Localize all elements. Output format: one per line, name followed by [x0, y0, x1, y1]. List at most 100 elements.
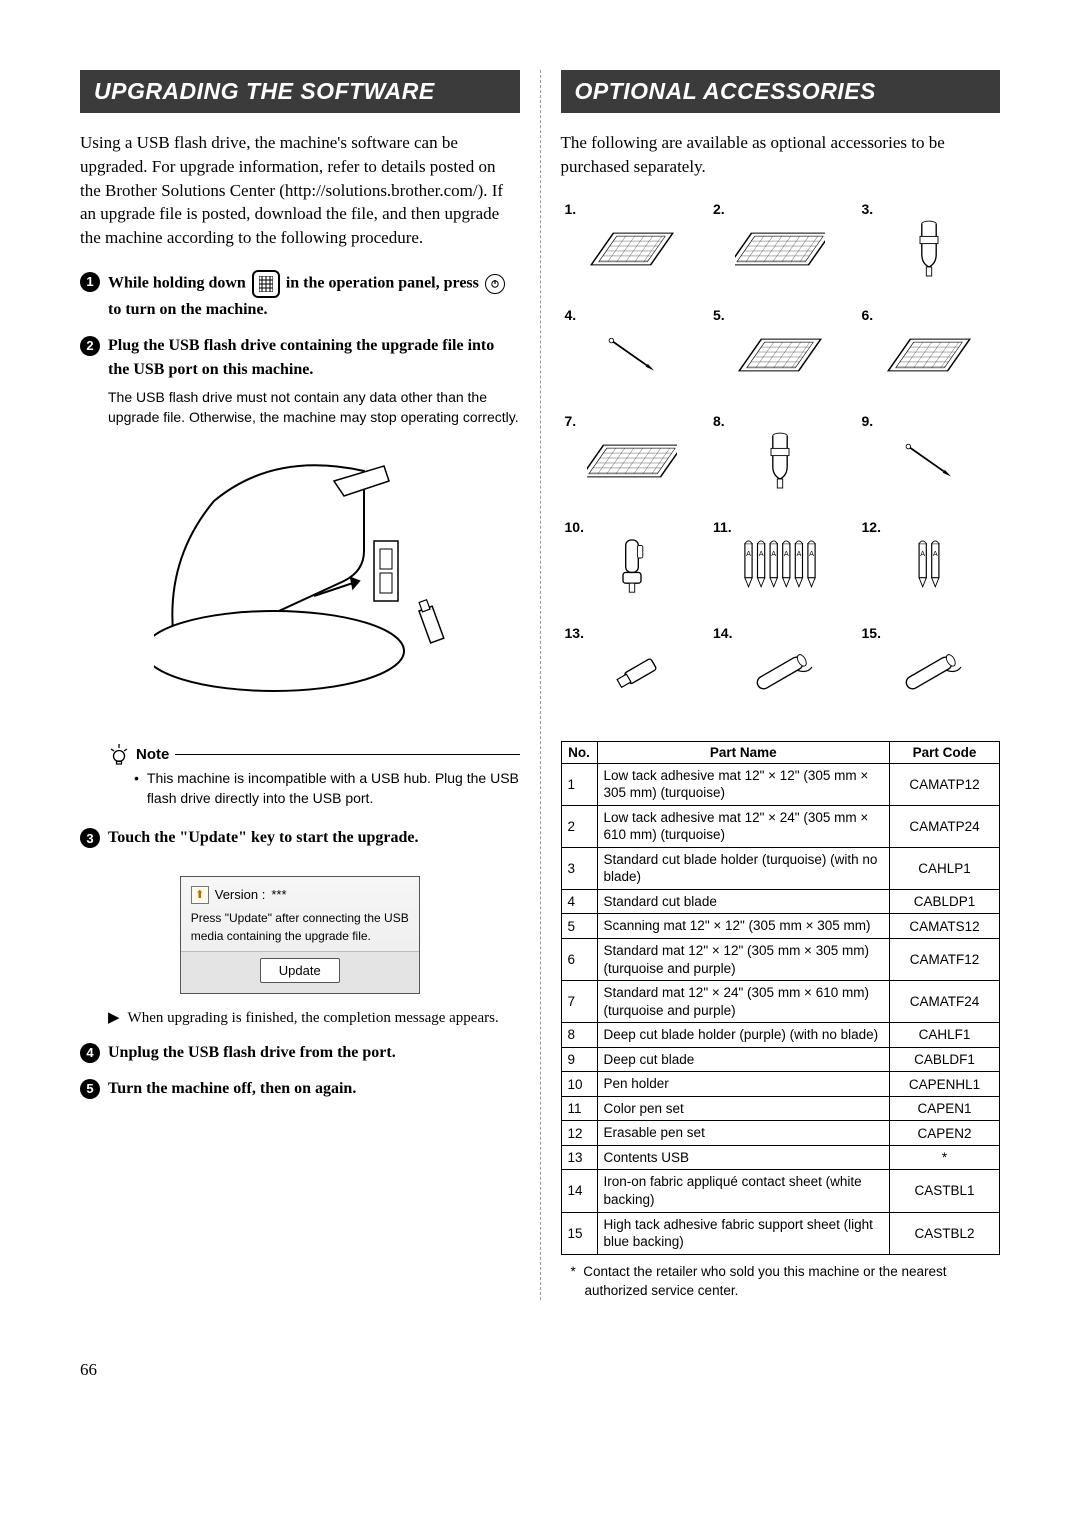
accessory-cell: 11.AAAAAA [709, 517, 852, 617]
table-row: 5Scanning mat 12" × 12" (305 mm × 305 mm… [561, 914, 1000, 939]
step-4-text: Unplug the USB flash drive from the port… [108, 1041, 520, 1065]
table-row: 2Low tack adhesive mat 12" × 24" (305 mm… [561, 805, 1000, 847]
screen-instruction: Press "Update" after connecting the USB … [191, 909, 409, 945]
upgrading-intro: Using a USB flash drive, the machine's s… [80, 131, 520, 250]
table-footnote: * Contact the retailer who sold you this… [561, 1263, 1001, 1301]
accessories-header: OPTIONAL ACCESSORIES [561, 70, 1001, 113]
cell-code: CAHLP1 [890, 847, 1000, 889]
accessories-intro: The following are available as optional … [561, 131, 1001, 179]
cell-name: Scanning mat 12" × 12" (305 mm × 305 mm) [597, 914, 890, 939]
upgrading-header: UPGRADING THE SOFTWARE [80, 70, 520, 113]
accessory-number: 1. [565, 201, 577, 217]
cell-code: * [890, 1145, 1000, 1170]
cell-code: CABLDP1 [890, 889, 1000, 914]
step-number-4: 4 [80, 1043, 100, 1063]
cell-name: Standard cut blade holder (turquoise) (w… [597, 847, 890, 889]
accessory-cell: 5. [709, 305, 852, 405]
step-1-text: While holding down in the operation pane… [108, 270, 520, 322]
cell-code: CASTBL1 [890, 1170, 1000, 1212]
step-number-2: 2 [80, 336, 100, 356]
table-row: 6Standard mat 12" × 12" (305 mm × 305 mm… [561, 938, 1000, 980]
screen-version-value: *** [271, 885, 286, 905]
table-row: 13Contents USB* [561, 1145, 1000, 1170]
machine-illustration [108, 441, 520, 721]
cell-name: Low tack adhesive mat 12" × 24" (305 mm … [597, 805, 890, 847]
table-row: 14Iron-on fabric appliqué contact sheet … [561, 1170, 1000, 1212]
cell-name: Pen holder [597, 1072, 890, 1097]
accessory-number: 11. [713, 519, 732, 535]
svg-text:A: A [933, 549, 938, 558]
page-number: 66 [80, 1360, 1000, 1380]
step-2-text: Plug the USB flash drive containing the … [108, 334, 520, 382]
screen-version-row: ⬆ Version : *** [191, 885, 409, 905]
step-number-1: 1 [80, 272, 100, 292]
step-4: 4 Unplug the USB flash drive from the po… [80, 1041, 520, 1065]
screen-version-label: Version : [215, 885, 266, 905]
col-name: Part Name [597, 741, 890, 763]
step-2-subnote: The USB flash drive must not contain any… [108, 388, 520, 427]
accessory-number: 6. [862, 307, 874, 323]
table-row: 15High tack adhesive fabric support shee… [561, 1212, 1000, 1254]
step-1: 1 While holding down in the operation pa… [80, 270, 520, 322]
svg-text:A: A [759, 549, 764, 558]
update-screen: ⬆ Version : *** Press "Update" after con… [180, 876, 420, 994]
note-text: This machine is incompatible with a USB … [147, 769, 520, 808]
cell-no: 5 [561, 914, 597, 939]
table-row: 12Erasable pen setCAPEN2 [561, 1121, 1000, 1146]
cell-name: Standard mat 12" × 12" (305 mm × 305 mm)… [597, 938, 890, 980]
accessory-cell: 13. [561, 623, 704, 723]
update-button[interactable]: Update [260, 958, 340, 983]
table-row: 8Deep cut blade holder (purple) (with no… [561, 1023, 1000, 1048]
cell-no: 13 [561, 1145, 597, 1170]
table-row: 11Color pen setCAPEN1 [561, 1096, 1000, 1121]
cell-code: CAMATP24 [890, 805, 1000, 847]
footnote-text: Contact the retailer who sold you this m… [583, 1264, 946, 1298]
cell-code: CAPEN1 [890, 1096, 1000, 1121]
cell-code: CAMATF24 [890, 981, 1000, 1023]
table-row: 4Standard cut bladeCABLDP1 [561, 889, 1000, 914]
accessory-number: 13. [565, 625, 584, 641]
table-row: 7Standard mat 12" × 24" (305 mm × 610 mm… [561, 981, 1000, 1023]
cell-no: 4 [561, 889, 597, 914]
parts-table: No. Part Name Part Code 1Low tack adhesi… [561, 741, 1001, 1255]
svg-text:A: A [920, 549, 925, 558]
cell-no: 12 [561, 1121, 597, 1146]
cell-name: Deep cut blade [597, 1047, 890, 1072]
completion-text: When upgrading is finished, the completi… [128, 1008, 499, 1029]
cell-code: CAPENHL1 [890, 1072, 1000, 1097]
cell-no: 6 [561, 938, 597, 980]
power-button-icon [485, 274, 505, 294]
col-no: No. [561, 741, 597, 763]
step-5: 5 Turn the machine off, then on again. [80, 1077, 520, 1101]
accessory-cell: 4. [561, 305, 704, 405]
cell-name: Erasable pen set [597, 1121, 890, 1146]
note-box: Note • This machine is incompatible with… [108, 743, 520, 808]
page-columns: UPGRADING THE SOFTWARE Using a USB flash… [80, 70, 1000, 1300]
cell-code: CAMATF12 [890, 938, 1000, 980]
svg-text:A: A [772, 549, 777, 558]
right-column: OPTIONAL ACCESSORIES The following are a… [561, 70, 1001, 1300]
cell-code: CASTBL2 [890, 1212, 1000, 1254]
cell-name: Contents USB [597, 1145, 890, 1170]
table-row: 10Pen holderCAPENHL1 [561, 1072, 1000, 1097]
triangle-bullet-icon: ▶ [108, 1008, 120, 1029]
cell-code: CAHLF1 [890, 1023, 1000, 1048]
col-code: Part Code [890, 741, 1000, 763]
svg-text:A: A [784, 549, 789, 558]
cell-name: Standard mat 12" × 24" (305 mm × 610 mm)… [597, 981, 890, 1023]
cell-no: 9 [561, 1047, 597, 1072]
step-3-text: Touch the "Update" key to start the upgr… [108, 826, 520, 850]
cell-no: 11 [561, 1096, 597, 1121]
cell-name: Iron-on fabric appliqué contact sheet (w… [597, 1170, 890, 1212]
accessory-cell: 10. [561, 517, 704, 617]
cell-no: 1 [561, 763, 597, 805]
cell-no: 7 [561, 981, 597, 1023]
cell-code: CABLDF1 [890, 1047, 1000, 1072]
cell-code: CAMATS12 [890, 914, 1000, 939]
footnote-marker: * [571, 1264, 576, 1279]
left-column: UPGRADING THE SOFTWARE Using a USB flash… [80, 70, 520, 1300]
accessory-number: 8. [713, 413, 725, 429]
accessory-cell: 15. [858, 623, 1001, 723]
lightbulb-icon [108, 743, 130, 765]
note-label: Note [136, 746, 169, 763]
